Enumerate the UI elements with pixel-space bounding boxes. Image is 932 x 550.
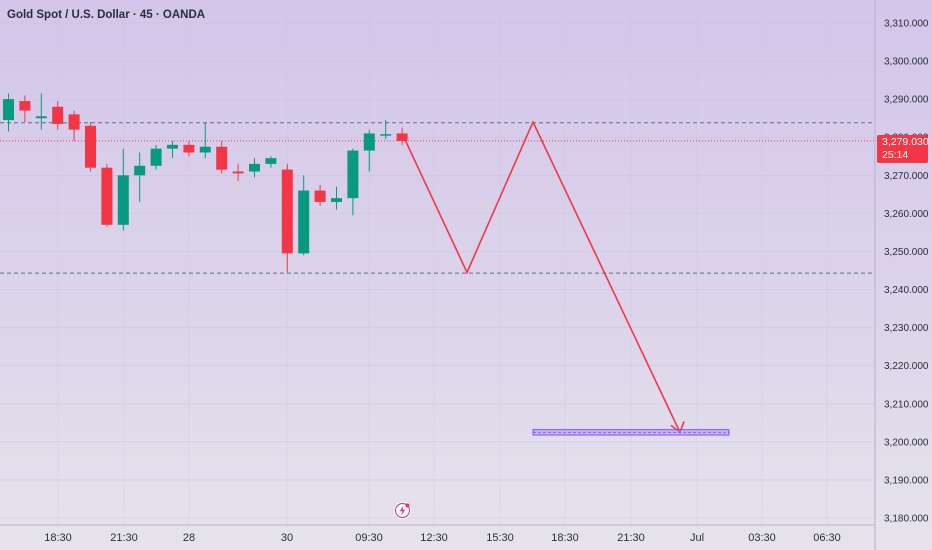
level-lines bbox=[0, 122, 875, 274]
current-price-label: 3,279.030 25:14 bbox=[877, 135, 929, 163]
candle-body bbox=[249, 163, 260, 172]
time-axis[interactable]: 18:30 21:30 28 30 09:30 12:30 15:30 18:30 21:30 J… bbox=[0, 524, 875, 544]
candle-body bbox=[35, 116, 47, 119]
projection-line bbox=[402, 120, 681, 433]
candle-body bbox=[216, 146, 228, 170]
candle-body bbox=[281, 169, 293, 254]
grid bbox=[0, 0, 875, 525]
y-tick-label: 3,220.000 bbox=[884, 361, 929, 372]
y-tick-label: 3,250.000 bbox=[884, 247, 929, 258]
candle-body bbox=[331, 198, 342, 202]
chart-title: Gold Spot / U.S. Dollar · 45 · OANDA bbox=[7, 9, 206, 21]
y-tick-label: 3,180.000 bbox=[884, 514, 929, 525]
candle-body bbox=[396, 133, 408, 142]
projection-path bbox=[402, 120, 730, 436]
candle-body bbox=[117, 175, 129, 225]
lightning-bolt-icon[interactable] bbox=[394, 502, 411, 519]
candle-body bbox=[167, 144, 178, 149]
candle-body bbox=[3, 99, 14, 121]
candle-body bbox=[199, 146, 211, 153]
candle-body bbox=[150, 148, 162, 166]
candle-body bbox=[85, 125, 96, 168]
candle-body bbox=[380, 134, 392, 136]
candle-body bbox=[101, 167, 113, 225]
y-tick-label: 3,270.000 bbox=[884, 171, 929, 182]
y-tick-label: 3,260.000 bbox=[884, 209, 929, 220]
candle-body bbox=[52, 106, 64, 124]
x-tick-label: Jul bbox=[690, 532, 704, 544]
candle-body bbox=[347, 150, 359, 199]
y-tick-label: 3,240.000 bbox=[884, 285, 929, 296]
x-tick-label: 30 bbox=[281, 532, 293, 544]
x-tick-label: 03:30 bbox=[748, 532, 776, 544]
candle-body bbox=[134, 165, 146, 176]
price-axis[interactable]: 3,180.000 3,190.000 3,200.000 3,210.000 3,22… bbox=[874, 0, 929, 550]
y-tick-label: 3,200.000 bbox=[884, 437, 929, 448]
y-tick-label: 3,230.000 bbox=[884, 323, 929, 334]
y-tick-label: 3,290.000 bbox=[884, 95, 929, 106]
candle-body bbox=[363, 133, 375, 151]
x-tick-label: 21:30 bbox=[110, 532, 138, 544]
y-tick-label: 3,300.000 bbox=[884, 57, 929, 68]
candle-body bbox=[232, 171, 244, 174]
candle-body bbox=[19, 101, 31, 111]
x-tick-label: 18:30 bbox=[551, 532, 579, 544]
y-tick-label: 3,190.000 bbox=[884, 475, 929, 486]
candle-body bbox=[68, 114, 80, 130]
x-tick-label: 06:30 bbox=[813, 532, 841, 544]
candle-body bbox=[183, 144, 195, 153]
x-tick-label: 15:30 bbox=[486, 532, 514, 544]
x-tick-label: 12:30 bbox=[420, 532, 448, 544]
candle-body bbox=[298, 190, 310, 254]
candlesticks bbox=[3, 93, 408, 273]
candle-body bbox=[314, 190, 326, 202]
x-tick-label: 21:30 bbox=[617, 532, 645, 544]
x-tick-label: 09:30 bbox=[355, 532, 383, 544]
candle-body bbox=[265, 158, 277, 164]
y-tick-label: 3,310.000 bbox=[884, 19, 929, 30]
current-price-value: 3,279.030 bbox=[882, 136, 929, 148]
x-tick-label: 18:30 bbox=[44, 532, 72, 544]
x-tick-label: 28 bbox=[183, 532, 195, 544]
y-tick-label: 3,210.000 bbox=[884, 399, 929, 410]
bar-countdown: 25:14 bbox=[882, 149, 909, 161]
